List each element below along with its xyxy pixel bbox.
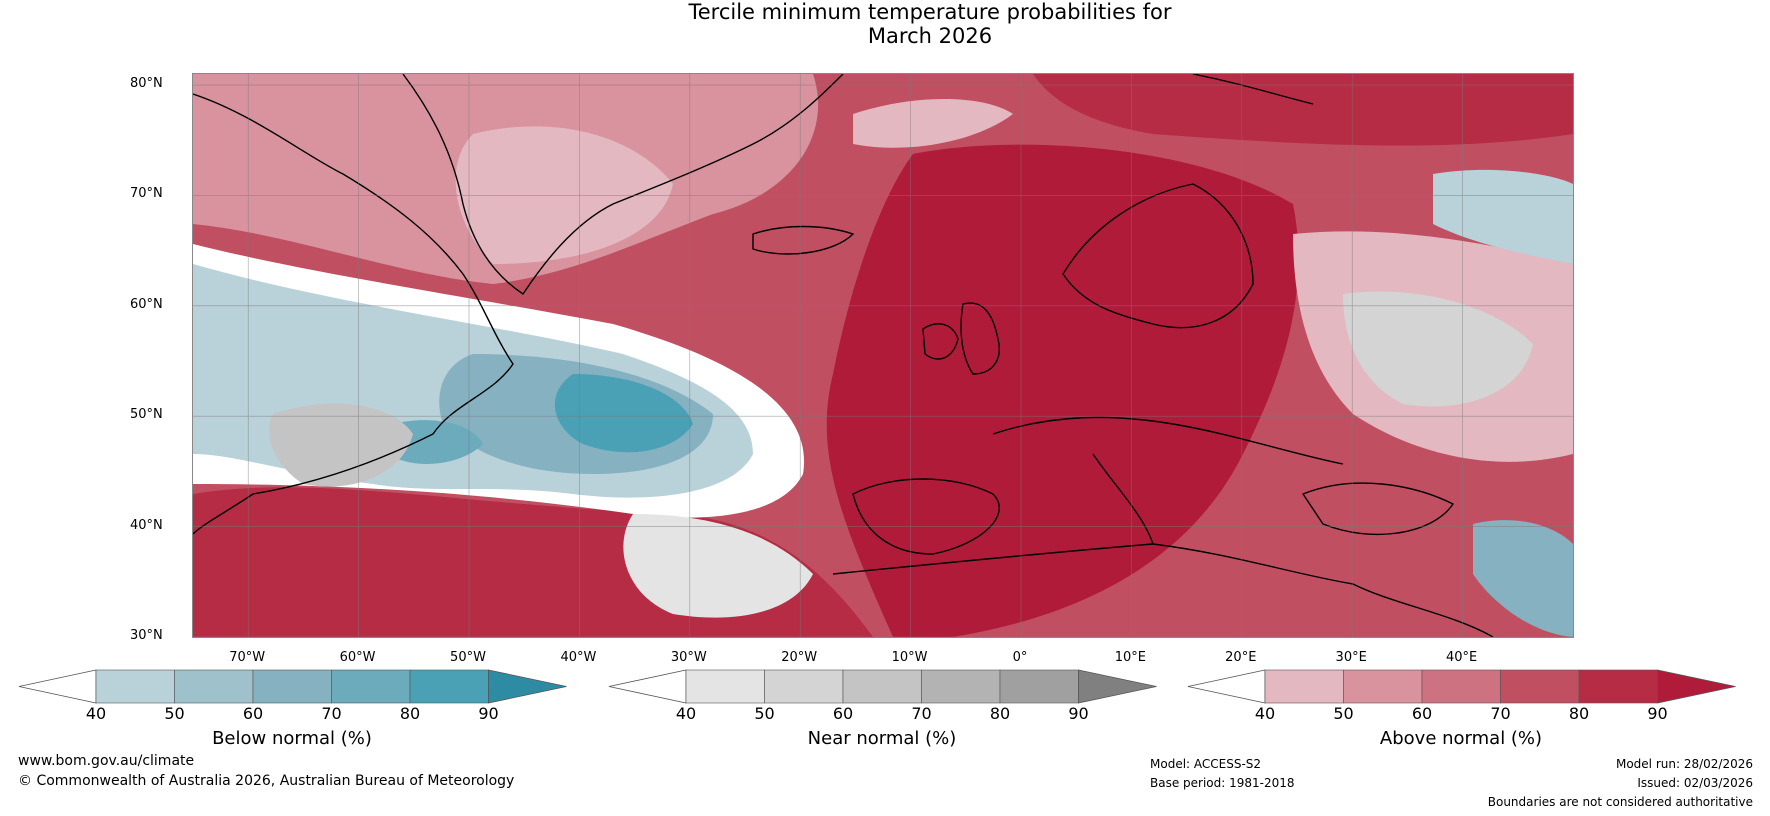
lon-label: 0° [1012, 650, 1028, 665]
lat-label: 50°N [130, 407, 163, 423]
colorbar-segment [842, 669, 922, 704]
colorbar-tick-label: 60 [832, 704, 854, 723]
colorbar-tick-label: 80 [989, 704, 1011, 723]
colorbar-segment [1578, 669, 1658, 704]
italy-coast [1092, 453, 1154, 545]
lon-label: 30°E [1335, 650, 1367, 665]
model-text: Model: ACCESS-S2 [1150, 757, 1262, 771]
turkey-coast [1301, 482, 1455, 536]
lat-label: 30°N [130, 628, 163, 643]
model-run-text: Model run: 28/02/2026 [1615, 757, 1753, 771]
europe-south-coast [992, 416, 1344, 465]
great-britain-coast [960, 302, 1000, 375]
colorbar-above [1187, 669, 1736, 704]
colorbar-tick-label: 40 [85, 704, 107, 723]
colorbar-tick-label: 80 [399, 704, 421, 723]
colorbar-extension-high [488, 669, 567, 704]
lon-label: 40°W [560, 650, 597, 665]
lon-label: 40°E [1445, 650, 1478, 665]
colorbar-tick-label: 90 [478, 704, 499, 723]
colorbar-extension-high [1657, 669, 1736, 704]
lon-label: 70°W [229, 650, 266, 665]
colorbar-segment [1421, 669, 1501, 704]
title-line-1: Tercile minimum temperature probabilitie… [688, 0, 1172, 24]
chart-title: Tercile minimum temperature probabilitie… [0, 0, 1770, 48]
colorbar-segment [174, 669, 254, 704]
website-text[interactable]: www.bom.gov.au/climate [18, 753, 195, 769]
lat-label: 80°N [130, 76, 163, 92]
region-below-mid-2 [393, 420, 483, 464]
region-above-strong [826, 144, 1299, 637]
region-near-normal-east [1343, 291, 1533, 407]
lon-label: 10°E [1114, 650, 1147, 665]
svalbard-coast [1192, 74, 1314, 105]
colorbar-tick-label: 70 [911, 704, 932, 723]
colorbar-tick-label: 50 [1333, 704, 1354, 723]
colorbar-below [18, 669, 567, 704]
title-line-2: March 2026 [867, 24, 993, 48]
colorbar-tick-label: 60 [1411, 704, 1433, 723]
colorbar-segment [252, 669, 332, 704]
colorbar-extension-low [1187, 669, 1266, 704]
lat-label: 60°N [130, 296, 163, 312]
colorbar-tick-label: 90 [1068, 704, 1089, 723]
colorbar-extension-high [1078, 669, 1157, 704]
disclaimer-text: Boundaries are not considered authoritat… [1487, 795, 1753, 809]
lon-label: 60°W [339, 650, 376, 665]
probability-map[interactable] [192, 73, 1574, 638]
region-below-siberia [1433, 169, 1573, 264]
north-america-coast [193, 93, 514, 535]
lon-label: 10°W [891, 650, 928, 665]
north-africa-coast [832, 543, 1494, 637]
colorbar-tick-label: 70 [321, 704, 342, 723]
issued-text: Issued: 02/03/2026 [1637, 776, 1753, 790]
lat-label: 70°N [130, 186, 163, 202]
colorbar-segment [95, 669, 175, 704]
colorbar-tick-label: 50 [754, 704, 775, 723]
colorbar-segment [1264, 669, 1344, 704]
colorbar-tick-label: 80 [1568, 704, 1590, 723]
colorbar-segment [1343, 669, 1423, 704]
colorbar-title: Near normal (%) [807, 728, 957, 749]
greenland-coast [402, 74, 844, 295]
colorbar-title: Above normal (%) [1379, 728, 1543, 749]
scandinavia-coast [1062, 183, 1254, 329]
copyright-text: © Commonwealth of Australia 2026, Austra… [18, 773, 515, 789]
region-below-middle-east [1473, 520, 1573, 637]
lon-label: 50°W [450, 650, 486, 665]
iceland-coast [752, 225, 855, 255]
colorbar-segment [921, 669, 1001, 704]
colorbar-tick-label: 40 [675, 704, 697, 723]
colorbar-segment [1500, 669, 1580, 704]
region-near-normal-west [269, 403, 413, 487]
colorbar-segment [999, 669, 1079, 704]
colorbar-extension-low [18, 669, 97, 704]
region-below-strong [554, 374, 693, 453]
colorbar-tick-label: 60 [242, 704, 264, 723]
colorbar-tick-label: 70 [1490, 704, 1511, 723]
region-above-light-arctic [853, 99, 1013, 148]
iberia-coast [852, 478, 1000, 555]
colorbar-segment [685, 669, 765, 704]
colorbar-segment [409, 669, 489, 704]
colorbar-title: Below normal (%) [212, 728, 372, 749]
ireland-coast [922, 323, 959, 360]
graticule [193, 74, 1573, 637]
colorbar-near [608, 669, 1157, 704]
lat-label: 40°N [130, 517, 163, 533]
colorbar-extension-low [608, 669, 687, 704]
colorbar-tick-label: 90 [1647, 704, 1668, 723]
colorbar-tick-label: 40 [1254, 704, 1276, 723]
colorbar-segment [764, 669, 844, 704]
region-near-normal-south [623, 514, 813, 618]
colorbar-segment [331, 669, 411, 704]
colorbar-tick-label: 50 [164, 704, 185, 723]
base-period-text: Base period: 1981-2018 [1150, 776, 1295, 790]
lon-label: 20°W [781, 650, 818, 665]
map-canvas [193, 74, 1573, 637]
region-above-arctic [1033, 74, 1573, 146]
lon-label: 30°W [670, 650, 707, 665]
lon-label: 20°E [1225, 650, 1257, 665]
